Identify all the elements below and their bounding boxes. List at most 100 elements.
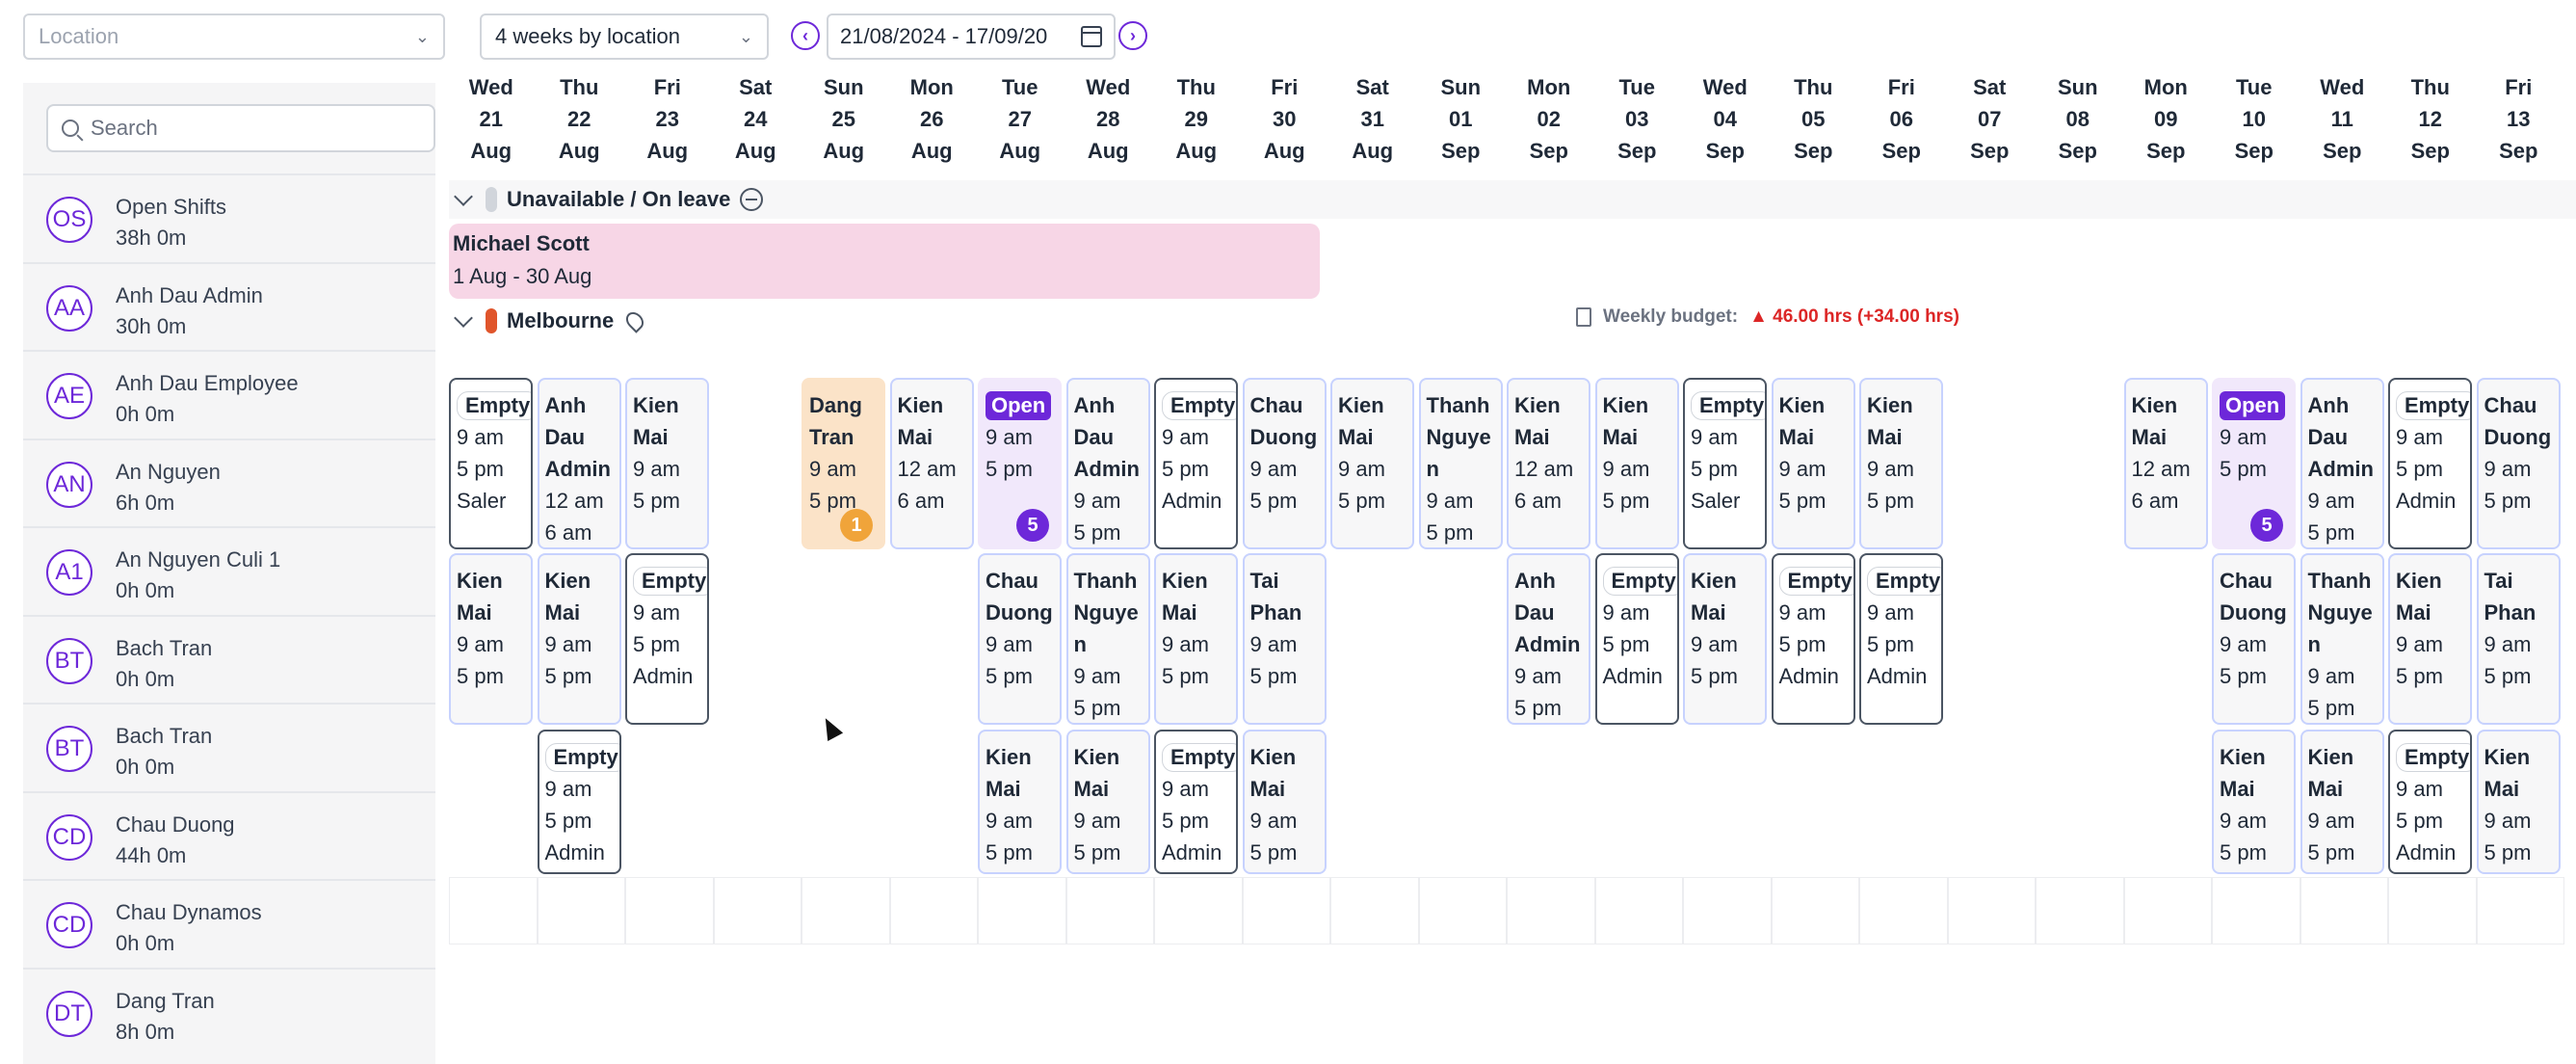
empty-shift-card[interactable]: Empty 9 am 5 pm Admin xyxy=(2388,730,2472,874)
day-header[interactable]: Fri 06 Sep xyxy=(1857,71,1946,167)
empty-day-cell[interactable] xyxy=(1065,877,1154,944)
day-header[interactable]: Tue 27 Aug xyxy=(976,71,1065,167)
day-header[interactable]: Thu 05 Sep xyxy=(1770,71,1858,167)
empty-day-cell[interactable] xyxy=(449,877,538,944)
staff-row[interactable]: AE Anh Dau Employee 0h 0m xyxy=(23,350,435,438)
leave-bar[interactable]: Michael Scott 1 Aug - 30 Aug xyxy=(449,224,1320,299)
shift-card[interactable]: Kien Mai 9 am 5 pm xyxy=(625,378,709,549)
day-header[interactable]: Sat 24 Aug xyxy=(712,71,801,167)
day-header[interactable]: Thu 12 Sep xyxy=(2386,71,2475,167)
empty-shift-card[interactable]: Empty 9 am 5 pm Admin xyxy=(1154,730,1238,874)
shift-card[interactable]: Dang Tran 9 am 5 pm 1 xyxy=(802,378,885,549)
day-header[interactable]: Fri 23 Aug xyxy=(623,71,712,167)
empty-day-cell[interactable] xyxy=(1418,877,1507,944)
staff-row[interactable]: BT Bach Tran 0h 0m xyxy=(23,703,435,790)
staff-row[interactable]: BT Bach Tran 0h 0m xyxy=(23,614,435,703)
collapse-circle-icon[interactable] xyxy=(740,188,764,211)
empty-shift-card[interactable]: Empty 9 am 5 pm Saler xyxy=(449,378,533,549)
day-header[interactable]: Tue 03 Sep xyxy=(1593,71,1682,167)
empty-day-cell[interactable] xyxy=(1330,877,1419,944)
empty-day-cell[interactable] xyxy=(2212,877,2300,944)
day-header[interactable]: Mon 02 Sep xyxy=(1505,71,1593,167)
shift-card[interactable]: Thanh Nguye n 9 am 5 pm xyxy=(1418,378,1503,549)
shift-card[interactable]: Kien Mai 9 am 5 pm xyxy=(2212,730,2296,874)
shift-card[interactable]: Anh Dau Admin 12 am 6 am xyxy=(537,378,621,549)
empty-day-cell[interactable] xyxy=(2388,877,2477,944)
shift-card[interactable]: Kien Mai 9 am 5 pm xyxy=(537,553,621,725)
empty-day-cell[interactable] xyxy=(2036,877,2124,944)
staff-row[interactable]: AA Anh Dau Admin 30h 0m xyxy=(23,261,435,350)
shift-card[interactable]: Chau Duong 9 am 5 pm xyxy=(978,553,1062,725)
empty-day-cell[interactable] xyxy=(1771,877,1859,944)
empty-day-cell[interactable] xyxy=(537,877,625,944)
day-header[interactable]: Sun 01 Sep xyxy=(1417,71,1506,167)
shift-card[interactable]: Kien Mai 12 am 6 am xyxy=(889,378,974,549)
shift-card[interactable]: Anh Dau Admin 9 am 5 pm xyxy=(2300,378,2384,549)
shift-card[interactable]: Anh Dau Admin 9 am 5 pm xyxy=(1065,378,1150,549)
group-unavailable[interactable]: Unavailable / On leave xyxy=(449,180,2576,219)
empty-shift-card[interactable]: Empty 9 am 5 pm Admin xyxy=(1771,553,1855,725)
open-shift-card[interactable]: Open 9 am 5 pm 5 xyxy=(978,378,1062,549)
group-melbourne[interactable]: Melbourne xyxy=(449,302,2576,340)
next-period-button[interactable]: › xyxy=(1118,21,1147,50)
empty-day-cell[interactable] xyxy=(802,877,890,944)
empty-day-cell[interactable] xyxy=(625,877,714,944)
shift-card[interactable]: Tai Phan 9 am 5 pm xyxy=(1242,553,1327,725)
shift-card[interactable]: Kien Mai 9 am 5 pm xyxy=(449,553,533,725)
empty-shift-card[interactable]: Empty 9 am 5 pm Admin xyxy=(1594,553,1679,725)
day-header[interactable]: Wed 11 Sep xyxy=(2299,71,2387,167)
empty-day-cell[interactable] xyxy=(2476,877,2564,944)
staff-row[interactable]: AN An Nguyen 6h 0m xyxy=(23,438,435,526)
staff-row[interactable]: CD Chau Duong 44h 0m xyxy=(23,790,435,879)
staff-row[interactable]: OS Open Shifts 38h 0m xyxy=(23,173,435,261)
day-header[interactable]: Wed 04 Sep xyxy=(1681,71,1770,167)
empty-day-cell[interactable] xyxy=(1154,877,1243,944)
location-pin-icon[interactable] xyxy=(622,308,647,333)
open-shift-card[interactable]: Open 9 am 5 pm 5 xyxy=(2212,378,2296,549)
empty-shift-card[interactable]: Empty 9 am 5 pm Admin xyxy=(2388,378,2472,549)
day-header[interactable]: Wed 21 Aug xyxy=(447,71,536,167)
shift-card[interactable]: Chau Duong 9 am 5 pm xyxy=(2212,553,2296,725)
empty-day-cell[interactable] xyxy=(1594,877,1683,944)
search-input[interactable]: Search xyxy=(46,104,435,152)
shift-card[interactable]: Kien Mai 9 am 5 pm xyxy=(978,730,1062,874)
staff-row[interactable]: CD Chau Dynamos 0h 0m xyxy=(23,879,435,967)
shift-card[interactable]: Thanh Nguye n 9 am 5 pm xyxy=(2300,553,2384,725)
staff-row[interactable]: A1 An Nguyen Culi 1 0h 0m xyxy=(23,526,435,614)
shift-card[interactable]: Chau Duong 9 am 5 pm xyxy=(2476,378,2561,549)
shift-card[interactable]: Anh Dau Admin 9 am 5 pm xyxy=(1507,553,1590,725)
empty-shift-card[interactable]: Empty 9 am 5 pm Admin xyxy=(625,553,709,725)
shift-card[interactable]: Kien Mai 9 am 5 pm xyxy=(2300,730,2384,874)
shift-card[interactable]: Kien Mai 12 am 6 am xyxy=(2123,378,2208,549)
view-mode-select[interactable]: 4 weeks by location ⌄ xyxy=(480,13,769,60)
shift-card[interactable]: Kien Mai 9 am 5 pm xyxy=(1154,553,1238,725)
day-header[interactable]: Sat 31 Aug xyxy=(1328,71,1417,167)
empty-day-cell[interactable] xyxy=(889,877,978,944)
day-header[interactable]: Thu 22 Aug xyxy=(536,71,624,167)
empty-shift-card[interactable]: Empty 9 am 5 pm Admin xyxy=(537,730,621,874)
shift-card[interactable]: Kien Mai 9 am 5 pm xyxy=(1065,730,1150,874)
empty-day-cell[interactable] xyxy=(1507,877,1595,944)
day-header[interactable]: Tue 10 Sep xyxy=(2210,71,2299,167)
location-select[interactable]: Location ⌄ xyxy=(23,13,445,60)
empty-shift-card[interactable]: Empty 9 am 5 pm Admin xyxy=(1859,553,1943,725)
shift-card[interactable]: Thanh Nguye n 9 am 5 pm xyxy=(1065,553,1150,725)
shift-card[interactable]: Kien Mai 9 am 5 pm xyxy=(1771,378,1855,549)
empty-day-cell[interactable] xyxy=(1683,877,1772,944)
shift-card[interactable]: Kien Mai 12 am 6 am xyxy=(1507,378,1590,549)
chevron-down-icon[interactable] xyxy=(454,187,473,206)
empty-day-cell[interactable] xyxy=(713,877,802,944)
shift-card[interactable]: Chau Duong 9 am 5 pm xyxy=(1242,378,1327,549)
day-header[interactable]: Sun 25 Aug xyxy=(800,71,888,167)
empty-day-cell[interactable] xyxy=(1242,877,1330,944)
shift-card[interactable]: Kien Mai 9 am 5 pm xyxy=(1683,553,1767,725)
day-header[interactable]: Thu 29 Aug xyxy=(1152,71,1241,167)
day-header[interactable]: Wed 28 Aug xyxy=(1065,71,1153,167)
empty-day-cell[interactable] xyxy=(1947,877,2036,944)
day-header[interactable]: Mon 26 Aug xyxy=(888,71,977,167)
empty-shift-card[interactable]: Empty 9 am 5 pm Admin xyxy=(1154,378,1238,549)
shift-card[interactable]: Kien Mai 9 am 5 pm xyxy=(1859,378,1943,549)
date-range-input[interactable]: 21/08/2024 - 17/09/20 xyxy=(827,13,1116,60)
shift-card[interactable]: Kien Mai 9 am 5 pm xyxy=(1242,730,1327,874)
day-header[interactable]: Sat 07 Sep xyxy=(1946,71,2035,167)
